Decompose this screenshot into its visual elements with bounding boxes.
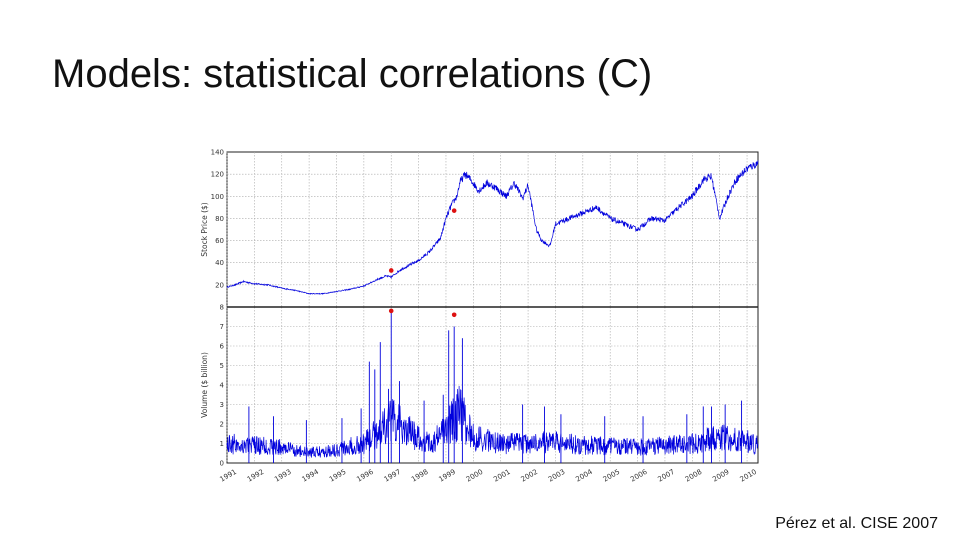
volume-series-line bbox=[226, 385, 759, 458]
volume-x-tick-label: 2010 bbox=[739, 468, 758, 484]
volume-y-tick-label: 0 bbox=[220, 460, 224, 468]
volume-y-tick-label: 1 bbox=[220, 440, 224, 448]
price-y-tick-label: 20 bbox=[215, 281, 224, 289]
volume-y-tick-label: 6 bbox=[220, 343, 225, 351]
volume-y-tick-label: 5 bbox=[220, 362, 224, 370]
volume-x-tick-label: 1997 bbox=[383, 468, 402, 484]
volume-x-tick-label: 2004 bbox=[574, 468, 594, 484]
volume-x-tick-label: 2006 bbox=[629, 468, 649, 484]
price-y-tick-label: 100 bbox=[211, 193, 224, 201]
price-y-tick-label: 40 bbox=[215, 259, 224, 267]
volume-x-tick-label: 1998 bbox=[410, 468, 429, 484]
volume-x-tick-label: 1993 bbox=[273, 468, 292, 484]
volume-x-tick-label: 1996 bbox=[355, 468, 375, 484]
volume-x-tick-label: 2005 bbox=[602, 468, 621, 484]
volume-x-tick-label: 1999 bbox=[438, 468, 457, 484]
volume-x-tick-label: 1994 bbox=[301, 468, 321, 484]
stock-price-volume-chart: 20 40 60 80 100 120 140 Stock Price ($) 0 1 2 3 4 5 6 7… bbox=[200, 149, 759, 484]
volume-x-tick-label: 1991 bbox=[219, 468, 238, 484]
volume-x-tick-label: 2000 bbox=[465, 468, 484, 484]
price-series-line bbox=[226, 160, 759, 295]
volume-y-tick-label: 7 bbox=[220, 323, 224, 331]
volume-x-tick-label: 2008 bbox=[684, 468, 703, 484]
price-y-axis-label: Stock Price ($) bbox=[200, 202, 209, 257]
volume-event-marker bbox=[451, 312, 457, 318]
volume-y-tick-label: 8 bbox=[220, 304, 224, 312]
volume-x-tick-label: 2001 bbox=[492, 468, 511, 484]
volume-x-tick-label: 1995 bbox=[328, 468, 347, 484]
price-y-tick-label: 120 bbox=[211, 171, 224, 179]
citation: Pérez et al. CISE 2007 bbox=[775, 515, 938, 532]
volume-y-tick-label: 4 bbox=[220, 382, 225, 390]
volume-y-tick-label: 3 bbox=[220, 401, 224, 409]
volume-x-tick-label: 2009 bbox=[711, 468, 730, 484]
volume-x-tick-label: 2003 bbox=[547, 468, 566, 484]
volume-y-axis-label: Volume ($ billion) bbox=[200, 352, 209, 418]
price-y-tick-label: 60 bbox=[215, 237, 224, 245]
price-y-tick-label: 80 bbox=[215, 215, 224, 223]
volume-x-tick-label: 2002 bbox=[520, 468, 539, 484]
slide-title: Models: statistical correlations (C) bbox=[52, 52, 653, 96]
volume-x-tick-label: 2007 bbox=[656, 468, 675, 484]
volume-event-marker bbox=[388, 308, 394, 314]
volume-x-tick-label: 1992 bbox=[246, 468, 265, 484]
volume-y-tick-label: 2 bbox=[220, 421, 224, 429]
price-event-marker bbox=[451, 208, 457, 213]
price-event-marker bbox=[388, 268, 394, 273]
price-y-tick-label: 140 bbox=[211, 149, 224, 157]
price-frame bbox=[226, 151, 759, 308]
